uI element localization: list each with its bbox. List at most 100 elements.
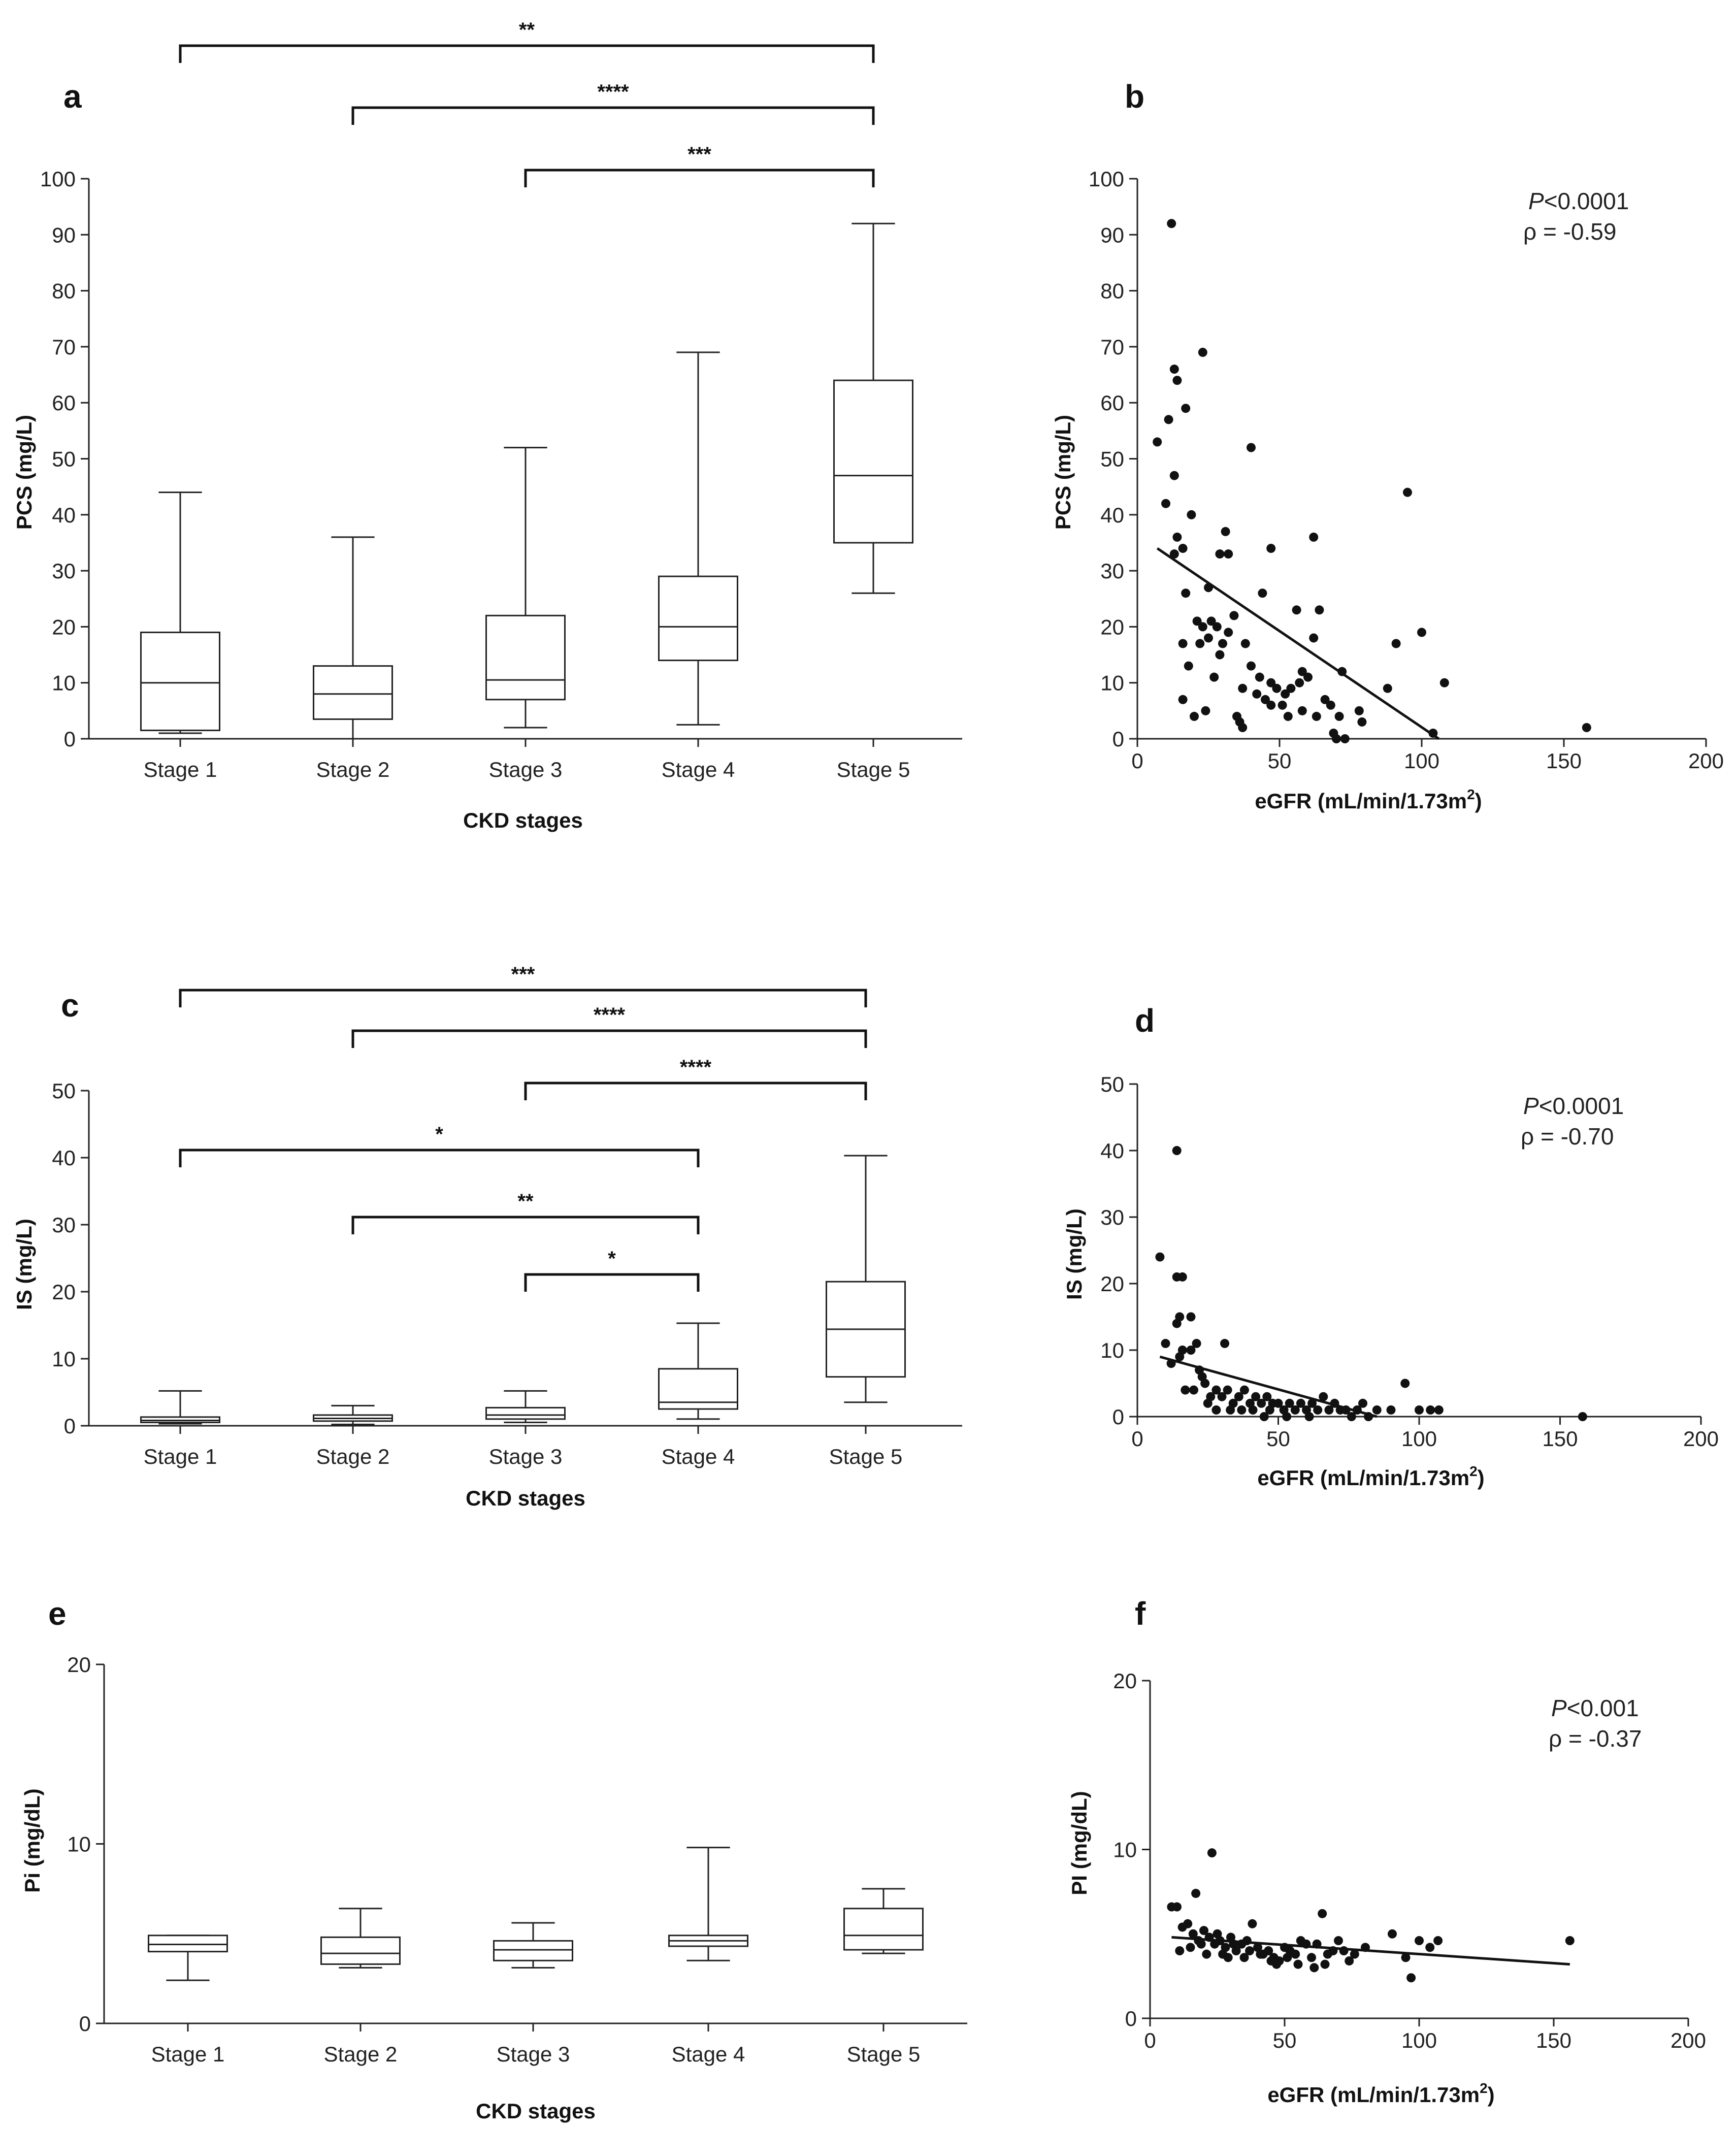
data-point [1251, 1392, 1261, 1401]
data-point [1247, 443, 1256, 452]
data-point [1167, 219, 1176, 228]
significance-label: **** [597, 81, 629, 103]
box-2 [313, 1404, 393, 1425]
data-point [1266, 700, 1276, 710]
data-point [1357, 717, 1367, 727]
data-point [1282, 1412, 1292, 1421]
data-point [1217, 1392, 1227, 1401]
iqr-box [148, 1935, 228, 1953]
bracket-line [179, 1149, 700, 1167]
data-point [1172, 532, 1182, 542]
panel-b-y-axis-title: PCS (mg/L) [1051, 415, 1075, 530]
x-tick-label: 150 [1536, 2028, 1571, 2052]
panel-f-rho: ρ = -0.37 [1549, 1725, 1642, 1752]
regression-line [1171, 1936, 1570, 1966]
box-5 [833, 222, 913, 594]
y-tick-label: 40 [52, 1146, 76, 1170]
data-point [1345, 1956, 1354, 1966]
x-tick-label: 200 [1671, 2028, 1706, 2052]
data-point [1181, 588, 1191, 598]
data-point [1334, 1936, 1343, 1946]
data-point [1186, 1346, 1196, 1355]
y-tick-label: 10 [52, 1347, 76, 1371]
y-tick-label: 90 [52, 223, 76, 247]
y-tick-label: 60 [52, 391, 76, 415]
box-5 [843, 1888, 924, 1954]
panel-f-letter: f [1135, 1595, 1146, 1632]
y-tick-label: 50 [52, 1079, 76, 1103]
data-point [1386, 1405, 1396, 1415]
data-point [1169, 549, 1179, 559]
panel-b-rho: ρ = -0.59 [1523, 218, 1616, 245]
y-tick-label: 30 [52, 1213, 76, 1237]
data-point [1239, 1385, 1249, 1395]
data-point [1295, 678, 1304, 687]
bracket-line [351, 1216, 700, 1234]
data-point [1347, 1412, 1356, 1421]
significance-bracket: ** [179, 19, 875, 63]
box-2 [320, 1908, 401, 1969]
panel-f-x-axis-title: eGFR (mL/min/1.73m2) [1267, 2080, 1494, 2107]
bracket-line [179, 989, 867, 1007]
iqr-box [843, 1908, 924, 1951]
significance-label: ** [517, 1190, 534, 1213]
y-tick-label: 10 [67, 1832, 91, 1856]
data-point [1207, 1848, 1217, 1858]
y-tick-label: 20 [67, 1653, 91, 1677]
category-label: Stage 2 [316, 758, 390, 781]
data-point [1192, 1338, 1201, 1348]
box-1 [140, 1390, 220, 1425]
data-point [1252, 689, 1262, 699]
y-tick-label: 10 [1113, 1838, 1137, 1862]
data-point [1169, 365, 1179, 374]
data-point [1281, 689, 1290, 699]
data-point [1200, 1379, 1210, 1388]
y-tick-label: 0 [79, 2012, 91, 2036]
bracket-line [524, 1273, 700, 1292]
category-label: Stage 2 [324, 2042, 398, 2066]
data-point [1388, 1929, 1397, 1939]
data-point [1290, 1405, 1300, 1415]
data-point [1215, 650, 1225, 660]
data-point [1319, 1392, 1328, 1401]
category-label: Stage 4 [672, 2042, 745, 2066]
y-tick-label: 70 [1100, 335, 1124, 359]
panel-d-points [1155, 1146, 1587, 1421]
y-tick-label: 0 [64, 1414, 76, 1438]
data-point [1204, 633, 1213, 643]
data-point [1161, 1338, 1170, 1348]
panel-d-x-axis-title: eGFR (mL/min/1.73m2) [1257, 1463, 1484, 1490]
significance-bracket: ** [351, 1190, 700, 1234]
panel-b-x-axis-ticks: 0 50 100 150 200 [1131, 738, 1724, 773]
data-point [1183, 1919, 1193, 1928]
significance-bracket: * [179, 1123, 700, 1167]
data-point [1209, 672, 1219, 682]
panel-c-x-axis-title: CKD stages [466, 1486, 585, 1510]
y-tick-label: 50 [1100, 447, 1124, 471]
data-point [1190, 711, 1199, 721]
y-tick-label: 70 [52, 335, 76, 359]
box-5 [826, 1155, 906, 1403]
data-point [1307, 1398, 1317, 1408]
data-point [1186, 1943, 1195, 1952]
panel-a-category-labels: Stage 1 Stage 2 Stage 3 Stage 4 Stage 5 [89, 738, 962, 781]
data-point [1297, 667, 1307, 676]
y-tick-label: 30 [1100, 1205, 1124, 1229]
panel-c-y-axis-ticks: 0 10 20 30 40 50 [52, 1079, 90, 1438]
data-point [1286, 683, 1296, 693]
box-3 [493, 1922, 573, 1969]
y-tick-label: 10 [1100, 671, 1124, 695]
data-point [1425, 1943, 1435, 1952]
panel-c-letter: c [61, 987, 79, 1024]
data-point [1262, 1392, 1272, 1401]
data-point [1565, 1936, 1575, 1946]
data-point [1259, 1412, 1269, 1421]
x-tick-label: 100 [1404, 749, 1439, 773]
data-point [1309, 1963, 1319, 1973]
y-tick-label: 0 [1112, 727, 1124, 751]
iqr-box [485, 614, 566, 701]
panel-e-y-axis-ticks: 0 10 20 [67, 1653, 105, 2036]
